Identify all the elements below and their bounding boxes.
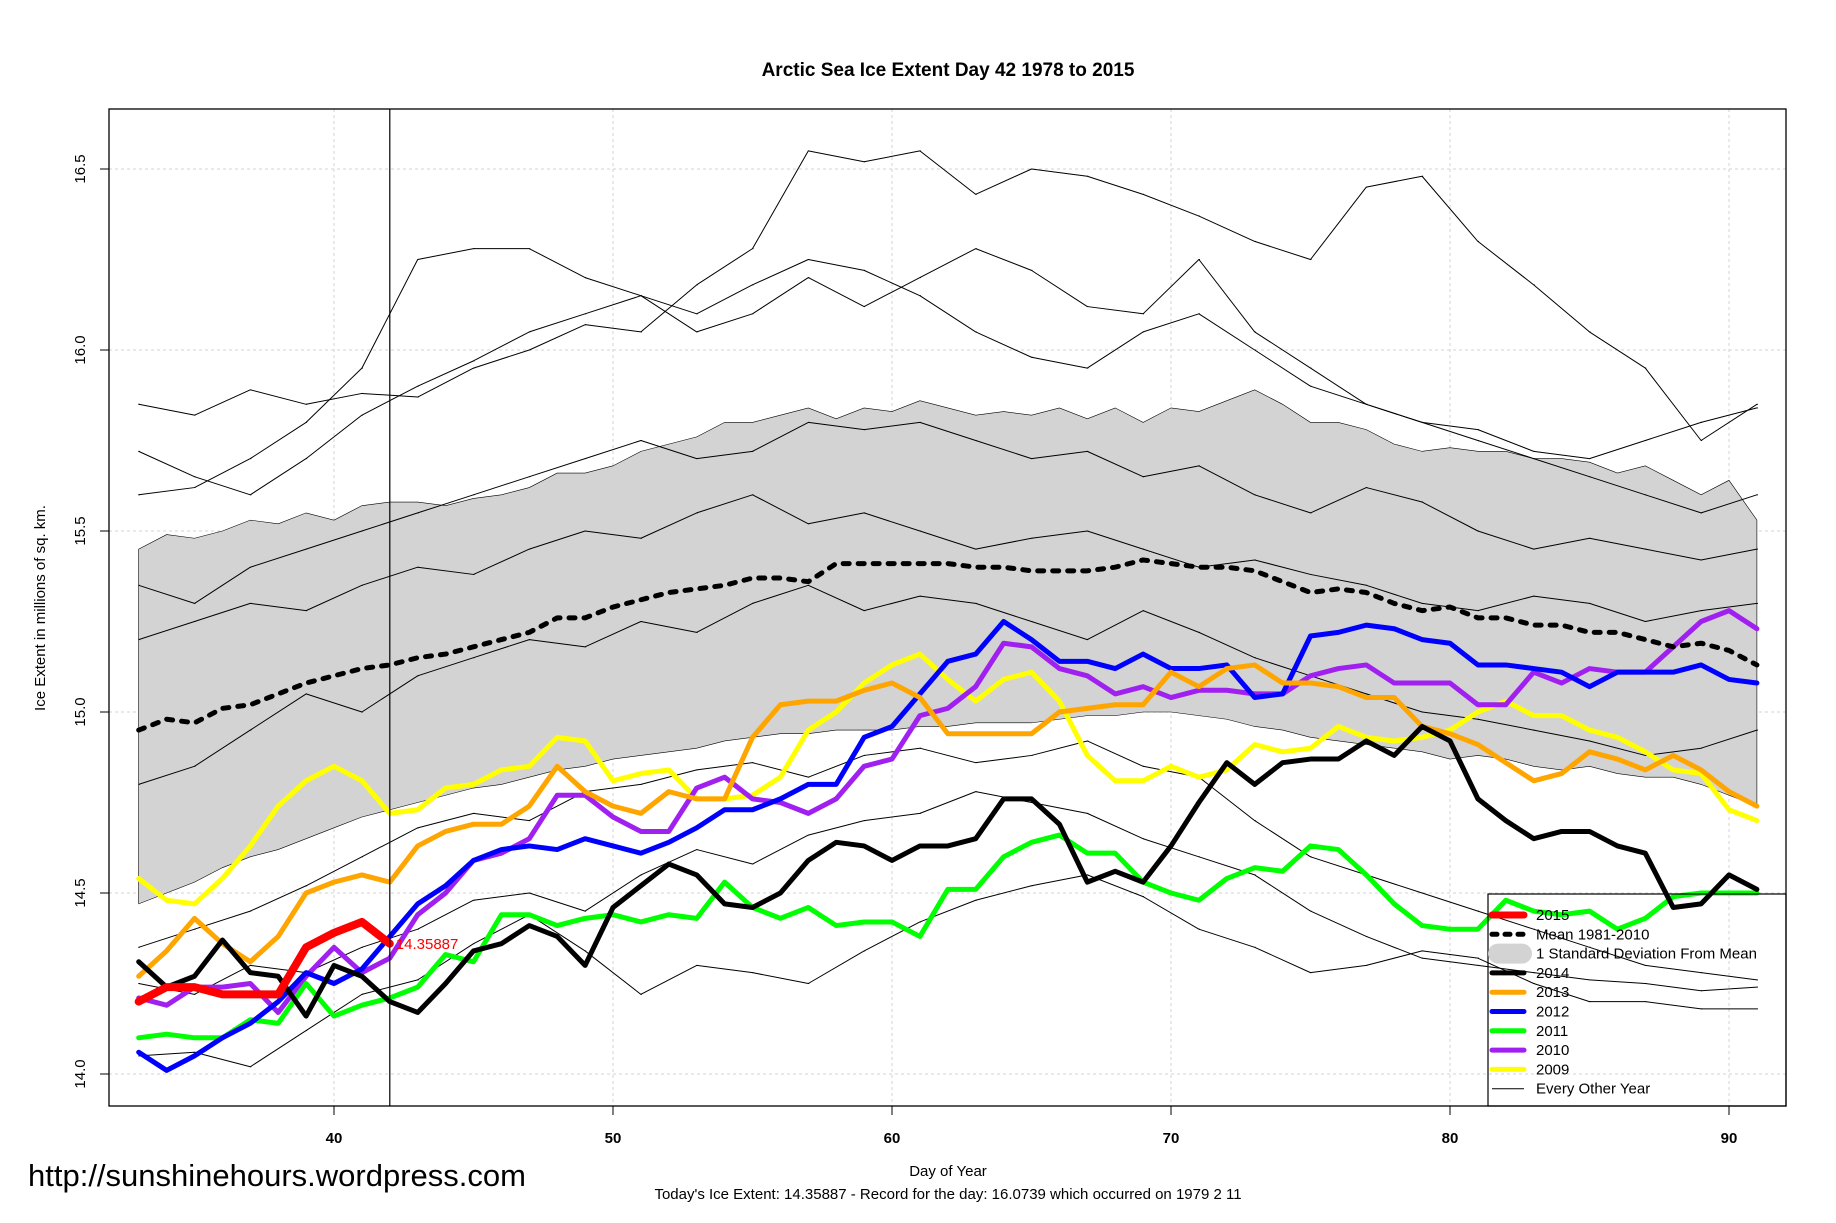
chart-title: Arctic Sea Ice Extent Day 42 1978 to 201… <box>762 60 1135 81</box>
x-tick-label: 60 <box>884 1130 901 1147</box>
x-axis-label: Day of Year <box>909 1163 987 1180</box>
legend-label: 2009 <box>1536 1061 1569 1078</box>
series-line-other-year <box>138 150 1758 441</box>
x-tick-label: 80 <box>1442 1130 1459 1147</box>
series-line-2010 <box>136 608 1760 1015</box>
series-line-2009 <box>136 651 1760 907</box>
y-tick-label: 16.5 <box>72 154 89 183</box>
current-value-annotation: 14.35887 <box>396 936 459 953</box>
x-tick-label: 50 <box>605 1130 622 1147</box>
legend: 2015 Mean 1981-2010 1 Standard Deviation F… <box>1487 893 1787 1107</box>
y-axis-label: Ice Extent in millions of sq. km. <box>32 505 49 711</box>
series-line-other-year <box>138 248 1758 514</box>
legend-label: 2015 <box>1536 907 1569 924</box>
legend-label: Every Other Year <box>1536 1081 1650 1098</box>
footer-record-text: Today's Ice Extent: 14.35887 - Record fo… <box>654 1186 1241 1203</box>
series-line-other-year <box>138 740 1758 981</box>
series-line-other-year <box>138 248 1758 496</box>
y-tick-label: 14.0 <box>72 1059 89 1088</box>
legend-label: 2011 <box>1536 1023 1568 1040</box>
watermark-url: http://sunshinehours.wordpress.com <box>28 1158 526 1193</box>
y-tick-label: 15.0 <box>72 697 89 726</box>
series-line-other-year <box>138 584 1758 785</box>
x-tick-label: 90 <box>1721 1130 1738 1147</box>
legend-box <box>1487 893 1787 1107</box>
legend-label: 2014 <box>1536 965 1569 982</box>
y-axis: 14.0 14.5 15.0 15.5 16.0 16.5 <box>72 154 109 1089</box>
x-axis: 40 50 60 70 80 90 <box>326 1106 1738 1147</box>
series-line-2013 <box>136 662 1760 979</box>
series-line-other-year <box>138 874 1758 1068</box>
x-tick-label: 40 <box>326 1130 343 1147</box>
legend-label: 2012 <box>1536 1004 1569 1021</box>
series-line-other-year <box>138 494 1758 641</box>
plot-frame <box>108 108 1787 1107</box>
series-line-2014 <box>136 723 1760 1019</box>
y-tick-label: 15.5 <box>72 516 89 545</box>
series-line-other-year <box>138 421 1758 604</box>
other-years-layer <box>138 150 1758 1068</box>
series-line-2011 <box>136 832 1760 1041</box>
legend-label: 1 Standard Deviation From Mean <box>1536 946 1757 963</box>
legend-label: 2010 <box>1536 1042 1569 1059</box>
legend-label: Mean 1981-2010 <box>1536 926 1649 943</box>
series-line-mean-1981-2010 <box>136 557 1760 733</box>
series-line-2015 <box>134 917 394 1006</box>
legend-label: 2013 <box>1536 984 1569 1001</box>
legend-swatch-sd-band <box>1488 943 1532 964</box>
highlight-series-layer <box>134 557 1760 1073</box>
y-tick-label: 14.5 <box>72 878 89 907</box>
y-tick-label: 16.0 <box>72 335 89 364</box>
series-line-2012 <box>136 619 1760 1073</box>
x-tick-label: 70 <box>1163 1130 1180 1147</box>
